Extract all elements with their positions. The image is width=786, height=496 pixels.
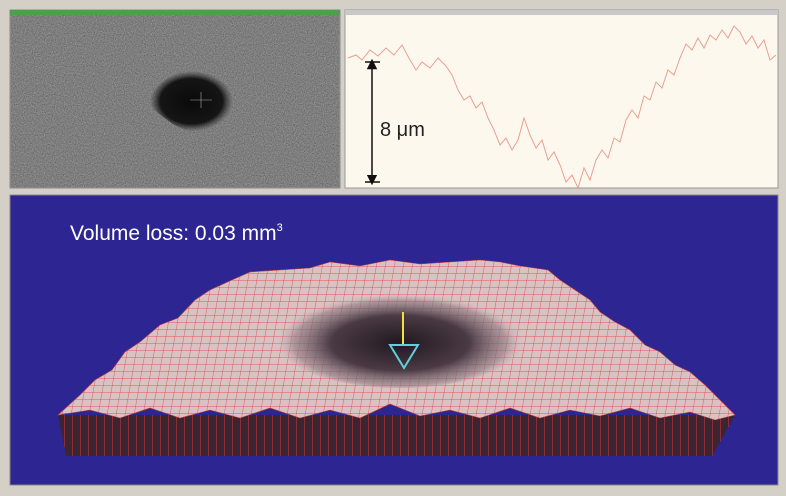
surface-panel: Volume loss: 0.03 mm3 <box>10 195 778 485</box>
surface-side <box>58 415 735 456</box>
image-panel <box>10 10 340 188</box>
page: 8 μm Volume loss: 0.03 mm3 (() => { cons… <box>0 0 786 496</box>
profile-panel: 8 μm <box>345 10 778 188</box>
panel-frame <box>345 10 778 188</box>
title-bar <box>10 10 340 15</box>
crater <box>275 288 525 388</box>
title-bar <box>345 10 778 15</box>
app-window: 8 μm Volume loss: 0.03 mm3 <box>0 0 786 496</box>
volume-label: Volume loss: 0.03 mm3 <box>70 222 283 245</box>
scale-label: 8 μm <box>380 119 425 141</box>
volume-exponent: 3 <box>277 222 283 234</box>
volume-text: Volume loss: 0.03 mm <box>70 222 277 245</box>
